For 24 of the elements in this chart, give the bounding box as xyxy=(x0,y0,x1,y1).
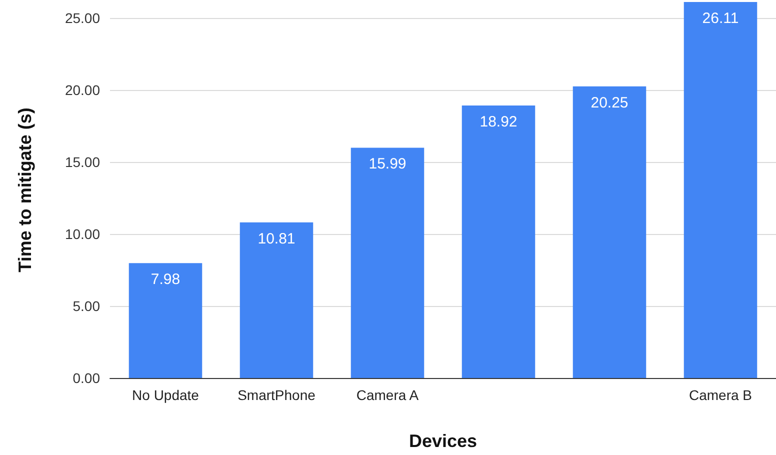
bar xyxy=(684,2,758,378)
bar xyxy=(350,148,424,378)
y-tick-label: 25.00 xyxy=(64,10,100,26)
data-label: 10.81 xyxy=(258,230,296,248)
x-tick-label: No Update xyxy=(132,387,200,403)
x-axis-title: Devices xyxy=(408,431,478,451)
data-label: 18.92 xyxy=(480,114,518,131)
y-tick-label: 20.00 xyxy=(64,82,100,98)
y-tick-label: 5.00 xyxy=(72,298,100,314)
bar xyxy=(128,263,202,378)
y-tick-label: 15.00 xyxy=(64,154,100,170)
x-tick-label: Camera B xyxy=(688,387,752,403)
y-tick-label: 0.00 xyxy=(72,370,100,386)
bar xyxy=(572,86,646,378)
data-label: 20.25 xyxy=(590,94,628,112)
y-axis-title: Time to mitigate (s) xyxy=(15,108,35,272)
y-tick-label: 10.00 xyxy=(64,226,100,242)
data-label: 26.11 xyxy=(702,10,739,27)
data-label: 7.98 xyxy=(150,271,180,288)
bar xyxy=(240,222,314,378)
data-label: 15.99 xyxy=(368,156,406,173)
x-tick-label: Camera A xyxy=(356,387,420,403)
bar xyxy=(462,106,536,378)
x-tick-label: SmartPhone xyxy=(238,387,316,403)
